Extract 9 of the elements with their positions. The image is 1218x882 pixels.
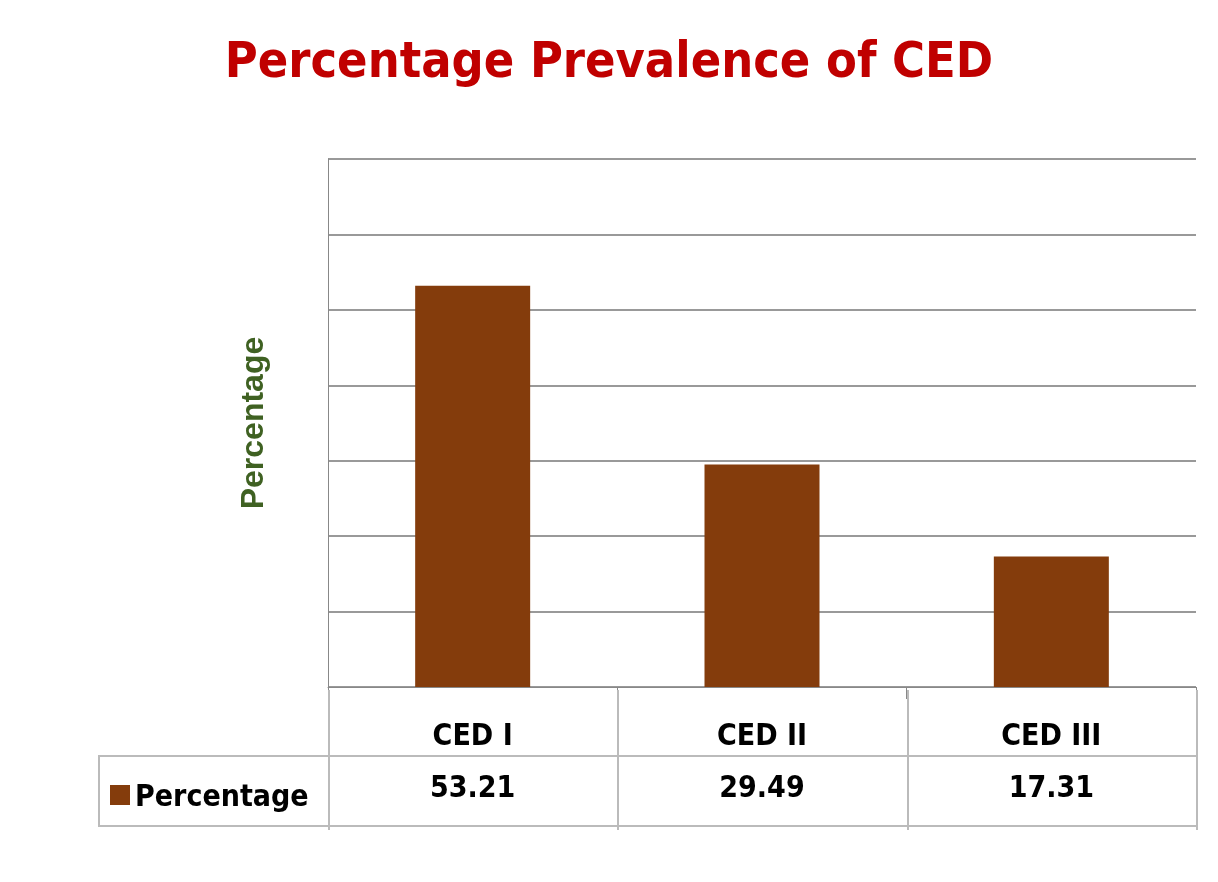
x-tick-label: CED I — [432, 716, 513, 752]
data-label: 17.31 — [1007, 769, 1095, 804]
x-tick-label: CED II — [716, 716, 808, 752]
x-tick-label: CED III — [1001, 716, 1102, 752]
y-axis-title: Percentage — [234, 336, 270, 510]
data-label: 53.21 — [428, 769, 517, 804]
legend-label: Percentage — [135, 777, 309, 813]
data-label: 29.49 — [718, 769, 806, 804]
chart-title: Percentage Prevalence of CED — [224, 31, 994, 89]
